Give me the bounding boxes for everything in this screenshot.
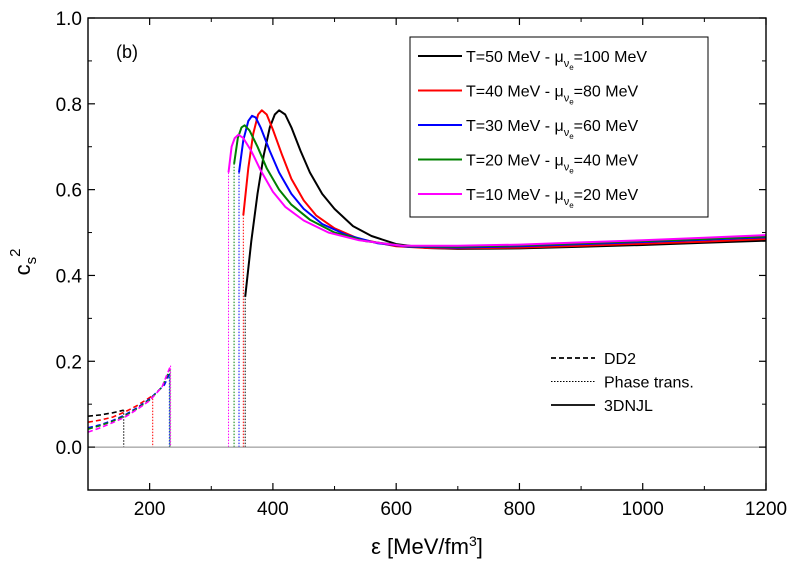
legend-label: T=40 MeV - μνe=80 MeV: [466, 84, 638, 107]
plot-frame: [87, 17, 767, 491]
style-label: Phase trans.: [604, 375, 694, 392]
x-label-superscript: 3: [469, 533, 477, 549]
legend-prefix: T=40 MeV -: [466, 84, 554, 101]
x-tick-label: 1000: [622, 499, 664, 520]
legend-sub-e: e: [569, 167, 574, 176]
legend-sub-nu: ν: [564, 58, 570, 70]
x-tick-label: 200: [134, 499, 166, 520]
style-label: DD2: [604, 351, 636, 368]
legend-suffix: =20 MeV: [574, 187, 639, 204]
legend-label: T=50 MeV - μνe=100 MeV: [466, 49, 647, 72]
legend-sub-e: e: [569, 63, 574, 72]
legend-label: T=30 MeV - μνe=60 MeV: [466, 118, 638, 141]
legend-mu: μ: [554, 84, 563, 101]
legend-entry-3: T=30 MeV - μνe=60 MeV: [418, 118, 638, 141]
legend-entry-5: T=10 MeV - μνe=20 MeV: [418, 187, 638, 210]
dd2-curve: [87, 365, 172, 433]
series-2: [87, 109, 767, 448]
legend-sub-nu: ν: [564, 93, 570, 105]
tick-layer: 200 400 600 800 1000 1200 0.0 0.2 0.4 0.6 0.8 1.0: [56, 9, 788, 520]
style-legend: DD2 Phase trans. 3DNJL: [551, 351, 694, 415]
dd2-curve: [87, 369, 171, 430]
legend-suffix: =60 MeV: [574, 118, 639, 135]
y-tick-label: 0.0: [56, 438, 82, 459]
style-legend-entry-2: Phase trans.: [551, 375, 694, 392]
legend-suffix: =40 MeV: [574, 153, 639, 170]
legend-prefix: T=10 MeV -: [466, 187, 554, 204]
legend-mu: μ: [554, 118, 563, 135]
njl-curve: [242, 109, 767, 250]
style-label: 3DNJL: [604, 398, 653, 415]
y-label-subscript: s: [23, 257, 40, 265]
legend-mu: μ: [554, 153, 563, 170]
legend-prefix: T=50 MeV -: [466, 49, 554, 66]
njl-curve: [227, 133, 767, 247]
series-legend-box: [409, 36, 709, 218]
legend-suffix: =100 MeV: [574, 49, 648, 66]
style-legend-entry-1: DD2: [551, 351, 636, 368]
y-tick-label: 0.8: [56, 95, 82, 116]
legend-suffix: =80 MeV: [574, 84, 639, 101]
legend-sub-nu: ν: [564, 127, 570, 139]
y-tick-label: 0.6: [56, 181, 82, 202]
legend-label: T=20 MeV - μνe=40 MeV: [466, 153, 638, 176]
legend-sub-nu: ν: [564, 196, 570, 208]
style-legend-entry-3: 3DNJL: [551, 398, 653, 415]
legend-entry-4: T=20 MeV - μνe=40 MeV: [418, 153, 638, 176]
y-axis-label: cs2: [7, 249, 40, 276]
x-tick-label: 1200: [745, 499, 787, 520]
legend-entry-1: T=50 MeV - μνe=100 MeV: [418, 49, 647, 72]
legend-sub-e: e: [569, 98, 574, 107]
legend-mu: μ: [554, 187, 563, 204]
x-tick-label: 800: [504, 499, 536, 520]
x-tick-label: 400: [257, 499, 289, 520]
legend-prefix: T=30 MeV -: [466, 118, 554, 135]
y-tick-label: 0.2: [56, 352, 82, 373]
legend-mu: μ: [554, 49, 563, 66]
series-layer: [87, 109, 767, 448]
legend-sub-e: e: [569, 132, 574, 141]
x-axis-label: ε [MeV/fm3]: [371, 533, 483, 559]
y-label-superscript: 2: [7, 249, 24, 257]
legend-sub-e: e: [569, 201, 574, 210]
legend-prefix: T=20 MeV -: [466, 153, 554, 170]
panel-label: (b): [116, 42, 138, 62]
y-tick-label: 0.4: [56, 266, 83, 287]
x-tick-label: 600: [380, 499, 412, 520]
series-5: [87, 133, 767, 448]
y-tick-label: 1.0: [56, 9, 82, 30]
dd2-curve: [87, 394, 154, 423]
legend-sub-nu: ν: [564, 162, 570, 174]
dd2-curve: [87, 409, 124, 417]
legend-entry-2: T=40 MeV - μνe=80 MeV: [418, 84, 638, 107]
legend-label: T=10 MeV - μνe=20 MeV: [466, 187, 638, 210]
